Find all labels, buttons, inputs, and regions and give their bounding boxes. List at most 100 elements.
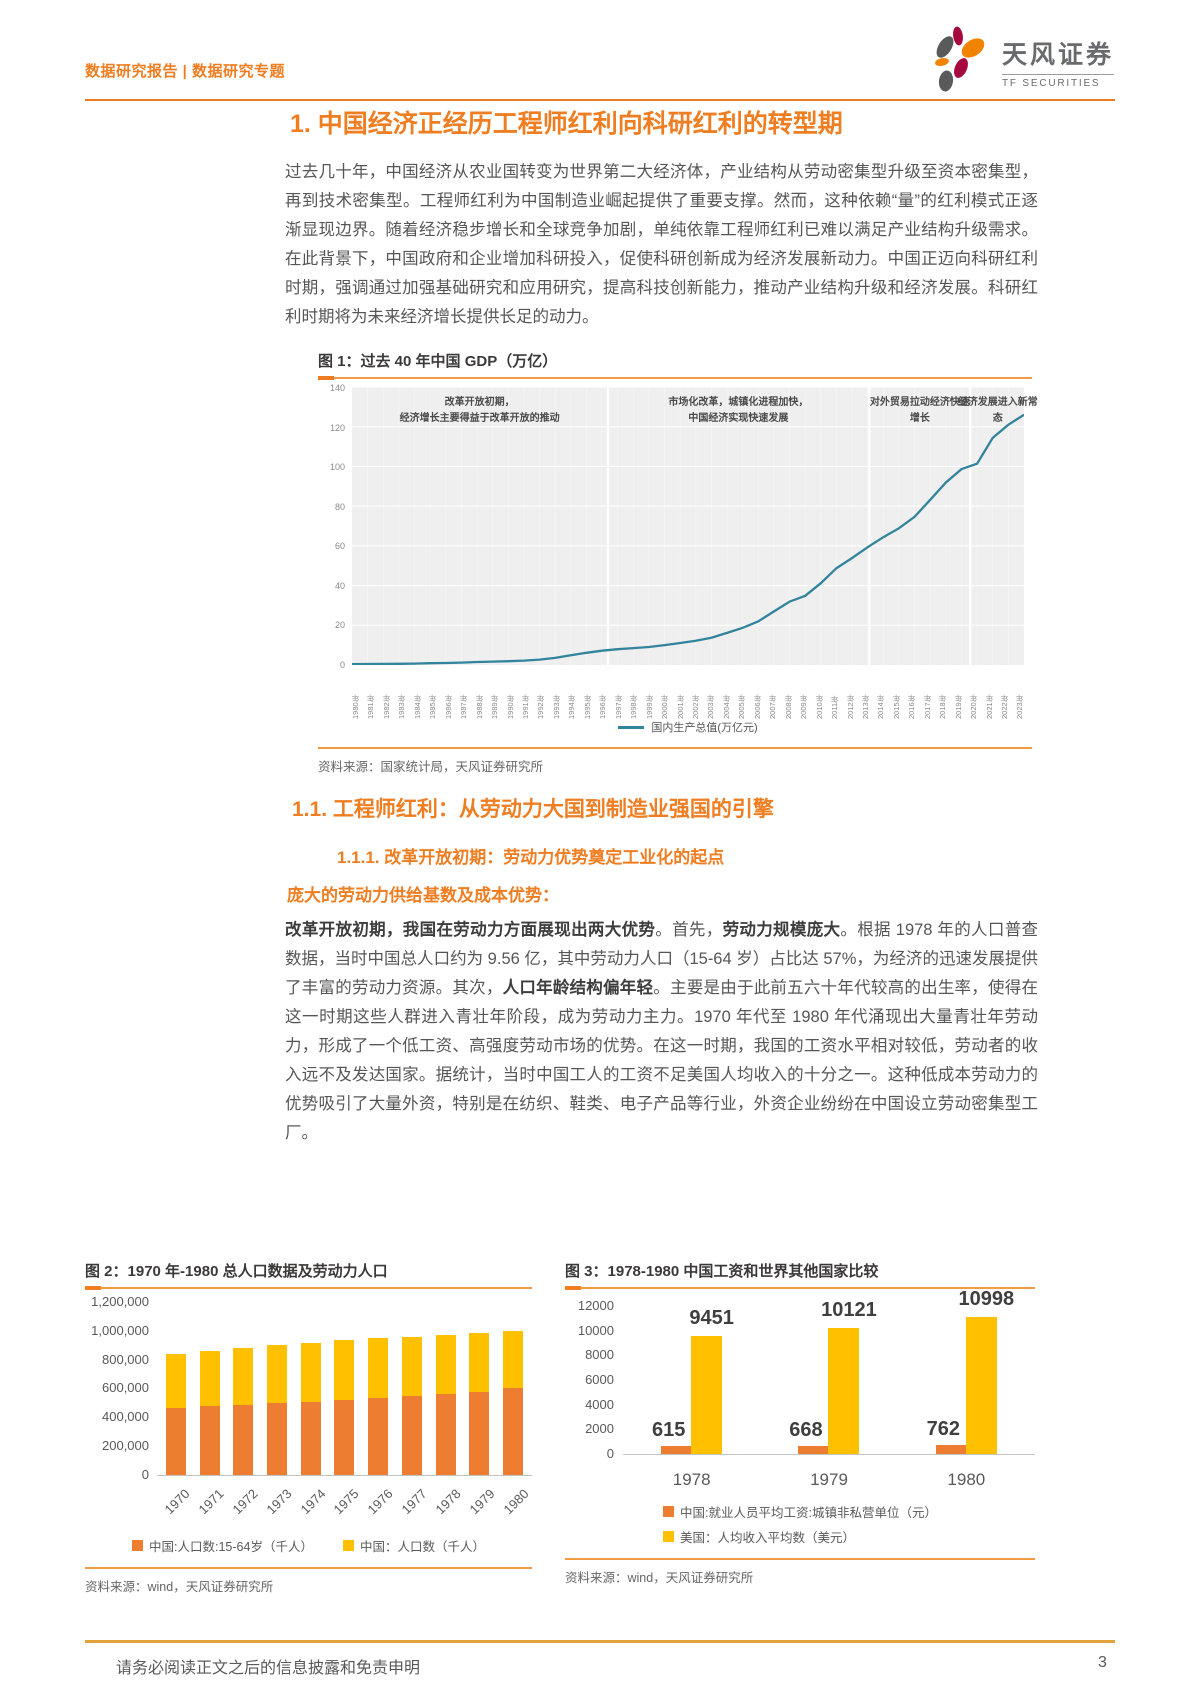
us-income-bar xyxy=(828,1327,860,1454)
legend-label-total: 中国：人口数（千人） xyxy=(359,1540,485,1554)
text: 。首先， xyxy=(655,921,723,939)
figure-1-caption: 图 1：过去 40 年中国 GDP（万亿） xyxy=(318,353,558,370)
wage-bar-group: 762 10998 xyxy=(916,1288,1016,1454)
page-number: 3 xyxy=(1098,1654,1107,1671)
gdp-chart-plot-area: 改革开放初期， 经济增长主要得益于改革开放的推动 市场化改革，城镇化进程加快， 中… xyxy=(352,387,1038,665)
header-divider xyxy=(85,99,1115,101)
figure-3-caption-rule xyxy=(565,1286,1035,1290)
section-1-1-1-heading: 1.1.1. 改革开放初期：劳动力优势奠定工业化的起点 xyxy=(337,848,725,867)
chart-annotation: 对外贸易拉动经济快速增长 xyxy=(869,397,970,424)
y-tick: 4000 xyxy=(585,1396,614,1412)
x-tick: 2006年 xyxy=(752,694,762,719)
y-tick: 800,000 xyxy=(102,1351,149,1367)
x-tick: 1989年 xyxy=(490,694,500,719)
labor-population-bar xyxy=(435,1394,456,1475)
figure-1-caption-rule xyxy=(318,376,1032,380)
x-tick: 1998年 xyxy=(629,694,639,719)
tf-logo: 天风证券 TF SECURITIES xyxy=(928,26,1115,98)
gdp-legend-label: 国内生产总值(万亿元) xyxy=(651,722,758,734)
y-tick: 600,000 xyxy=(102,1380,149,1396)
x-tick: 2017年 xyxy=(922,694,932,719)
y-tick: 1,000,000 xyxy=(91,1322,149,1338)
population-chart-y-axis: 1,200,000 1,000,000 800,000 600,000 400,000 2… xyxy=(85,1294,157,1482)
wage-chart-x-axis: 1978 1979 1980 xyxy=(623,1470,1035,1490)
x-tick: 2007年 xyxy=(768,694,778,719)
labor-population-bar xyxy=(469,1392,490,1475)
x-tick: 2008年 xyxy=(783,694,793,719)
x-tick: 1995年 xyxy=(582,694,592,719)
us-income-value-label: 10998 xyxy=(958,1287,1015,1310)
figure-2-caption: 图 2：1970 年-1980 总人口数据及劳动力人口 xyxy=(85,1263,388,1280)
y-tick: 60 xyxy=(334,541,345,552)
china-wage-value-label: 762 xyxy=(926,1417,960,1440)
x-tick: 1982年 xyxy=(381,694,391,719)
y-tick: 140 xyxy=(329,383,345,393)
intro-paragraph: 过去几十年，中国经济从农业国转变为世界第二大经济体，产业结构从劳动密集型升级至资… xyxy=(285,163,1038,326)
total-population-bar xyxy=(368,1338,389,1475)
x-tick: 1979 xyxy=(810,1470,848,1489)
x-tick: 2022年 xyxy=(1000,694,1010,719)
total-population-bar xyxy=(300,1342,321,1475)
figure-3-source: 资料来源：wind，天风证券研究所 xyxy=(565,1571,754,1585)
total-population-bar xyxy=(469,1332,490,1475)
legend-line-swatch xyxy=(618,725,645,729)
x-tick: 2004年 xyxy=(721,694,731,719)
section-divider xyxy=(969,387,972,665)
y-tick: 0 xyxy=(339,659,345,670)
legend-item-labor: 中国:人口数:15-64岁（千人） xyxy=(132,1536,313,1555)
total-population-bar xyxy=(199,1350,220,1475)
legend-label-us-income: 美国：人均收入平均数（美元） xyxy=(680,1531,856,1545)
chart-annotation: 经济发展进入新常态 xyxy=(957,397,1038,424)
gdp-chart-legend: 国内生产总值(万亿元) xyxy=(352,719,1024,735)
x-tick: 2016年 xyxy=(907,694,917,719)
figure-3-caption: 图 3：1978-1980 中国工资和世界其他国家比较 xyxy=(565,1263,879,1280)
x-tick: 1986年 xyxy=(443,694,453,719)
labor-population-bar xyxy=(502,1388,523,1475)
x-tick: 2002年 xyxy=(690,694,700,719)
y-tick: 12000 xyxy=(577,1298,614,1313)
x-tick: 2013年 xyxy=(860,694,870,719)
gdp-line-chart: 140 120 100 80 60 40 20 0 改革开放初期， 经济增长主要得益于改革开放… xyxy=(318,383,1038,670)
y-tick: 6000 xyxy=(585,1371,614,1387)
labor-population-bar xyxy=(199,1406,220,1475)
y-tick: 100 xyxy=(329,462,345,473)
section-divider xyxy=(606,387,610,665)
china-wage-bar xyxy=(661,1446,692,1454)
gdp-chart-y-axis: 140 120 100 80 60 40 20 0 xyxy=(318,383,352,670)
text: 。根据 1978 年的人口普查数据，当时中国总人口约为 9.56 亿，其中劳动力… xyxy=(285,921,1039,997)
y-tick: 80 xyxy=(334,501,345,512)
legend-label-china-wage: 中国:就业人员平均工资:城镇非私营单位（元） xyxy=(680,1506,937,1520)
chart-annotation: 改革开放初期， 经济增长主要得益于改革开放的推动 xyxy=(399,397,560,424)
tf-logo-text: 天风证券 TF SECURITIES xyxy=(1002,35,1115,89)
y-tick: 0 xyxy=(606,1445,614,1461)
population-chart-legend: 中国:人口数:15-64岁（千人） 中国：人口数（千人） xyxy=(85,1536,532,1555)
figure-1-source: 资料来源：国家统计局，天风证券研究所 xyxy=(318,760,544,774)
total-population-bar xyxy=(334,1340,355,1475)
text: 。主要是由于此前五六十年代较高的出生率，使得在这一时期这些人群进入青壮年阶段，成… xyxy=(285,979,1039,1142)
china-wage-bar xyxy=(798,1445,829,1454)
footer-disclaimer: 请务必阅读正文之后的信息披露和免责申明 xyxy=(116,1660,421,1677)
y-tick: 120 xyxy=(329,422,345,433)
us-income-bar xyxy=(965,1316,997,1454)
us-income-bar xyxy=(691,1335,723,1454)
tf-logo-flower-icon xyxy=(935,26,985,92)
labor-population-bar xyxy=(334,1399,355,1475)
china-wage-value-label: 615 xyxy=(651,1419,686,1442)
legend-item-china-wage: 中国:就业人员平均工资:城镇非私营单位（元） xyxy=(663,1502,937,1521)
labor-population-bar xyxy=(401,1396,422,1475)
china-wage-bar xyxy=(935,1444,966,1454)
labor-population-bar xyxy=(368,1398,389,1475)
x-tick: 2001年 xyxy=(675,694,685,719)
y-tick: 200,000 xyxy=(102,1438,149,1454)
y-tick: 400,000 xyxy=(102,1409,149,1425)
section-1-1-heading: 1.1. 工程师红利：从劳动力大国到制造业强国的引擎 xyxy=(292,798,774,821)
figure-2-source: 资料来源：wind，天风证券研究所 xyxy=(85,1580,274,1594)
x-tick: 1990年 xyxy=(505,694,515,719)
population-chart-x-axis: 1970 1971 1972 1973 1974 1975 1976 1977 1978 1979… xyxy=(157,1482,532,1524)
legend-swatch-orange xyxy=(132,1540,144,1551)
y-tick: 10000 xyxy=(577,1322,614,1338)
total-population-bar xyxy=(502,1331,523,1475)
gdp-line-svg xyxy=(352,387,1024,665)
wage-bar-group: 668 10121 xyxy=(779,1299,879,1454)
